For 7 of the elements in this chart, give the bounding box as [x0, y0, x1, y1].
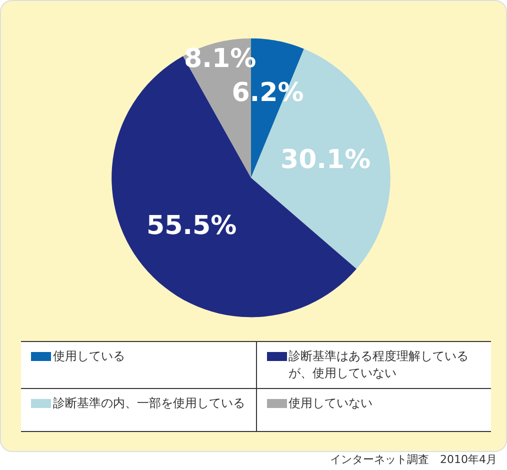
legend-label: 使用していない	[288, 395, 372, 412]
data-label: 55.5%	[146, 211, 237, 242]
text: インターネット調査 2010年4月	[330, 453, 497, 466]
legend-label: 診断基準の内、一部を使用している	[53, 395, 245, 412]
data-label: 30.1%	[280, 145, 371, 175]
legend-label: 使用している	[53, 348, 125, 365]
legend-label: 診断基準はある程度理解しているが、使用していない	[288, 348, 470, 382]
